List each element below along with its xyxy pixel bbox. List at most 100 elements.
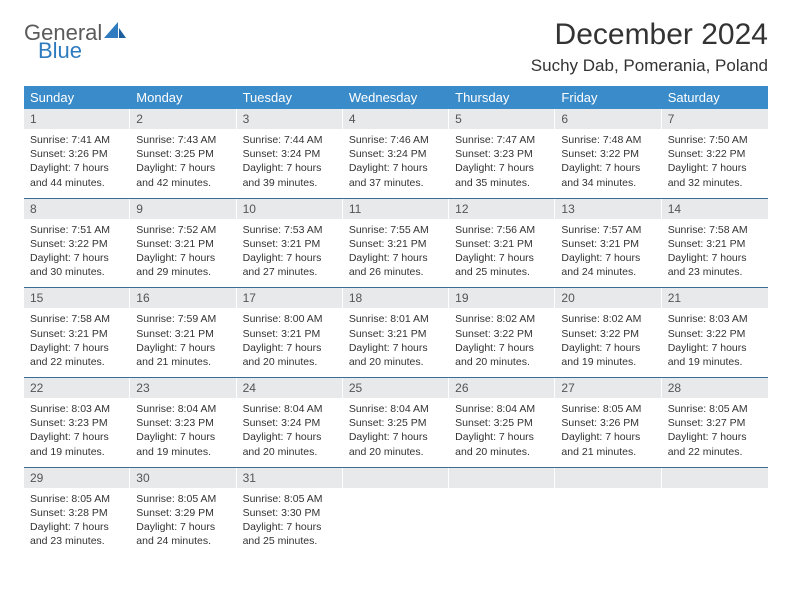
day-cell: Sunrise: 7:46 AMSunset: 3:24 PMDaylight:… (343, 129, 449, 198)
weekday-header: Sunday Monday Tuesday Wednesday Thursday… (24, 86, 768, 109)
daylight-text-2: and 42 minutes. (136, 176, 230, 190)
daylight-text-2: and 19 minutes. (30, 445, 124, 459)
sunset-text: Sunset: 3:24 PM (349, 147, 443, 161)
sunrise-text: Sunrise: 8:05 AM (243, 492, 337, 506)
daylight-text-1: Daylight: 7 hours (455, 430, 549, 444)
daylight-text-1: Daylight: 7 hours (136, 520, 230, 534)
sunrise-text: Sunrise: 8:03 AM (668, 312, 762, 326)
day-number: 26 (449, 378, 555, 398)
daylight-text-1: Daylight: 7 hours (136, 251, 230, 265)
day-cell: Sunrise: 8:03 AMSunset: 3:22 PMDaylight:… (662, 308, 768, 377)
sunrise-text: Sunrise: 8:05 AM (561, 402, 655, 416)
day-cell: Sunrise: 7:50 AMSunset: 3:22 PMDaylight:… (662, 129, 768, 198)
daylight-text-1: Daylight: 7 hours (668, 251, 762, 265)
sunset-text: Sunset: 3:22 PM (30, 237, 124, 251)
sunset-text: Sunset: 3:25 PM (349, 416, 443, 430)
sunrise-text: Sunrise: 7:46 AM (349, 133, 443, 147)
week-daynum-row: 1234567 (24, 109, 768, 129)
weekday-label: Thursday (449, 86, 555, 109)
sunrise-text: Sunrise: 7:44 AM (243, 133, 337, 147)
day-cell: Sunrise: 8:05 AMSunset: 3:28 PMDaylight:… (24, 488, 130, 557)
daylight-text-2: and 35 minutes. (455, 176, 549, 190)
sunset-text: Sunset: 3:21 PM (455, 237, 549, 251)
daylight-text-2: and 20 minutes. (455, 445, 549, 459)
sunrise-text: Sunrise: 8:00 AM (243, 312, 337, 326)
week-content-row: Sunrise: 7:41 AMSunset: 3:26 PMDaylight:… (24, 129, 768, 198)
sunrise-text: Sunrise: 8:05 AM (136, 492, 230, 506)
sunset-text: Sunset: 3:22 PM (561, 327, 655, 341)
day-cell: Sunrise: 7:48 AMSunset: 3:22 PMDaylight:… (555, 129, 661, 198)
sunset-text: Sunset: 3:23 PM (455, 147, 549, 161)
day-cell (449, 488, 555, 557)
daylight-text-2: and 44 minutes. (30, 176, 124, 190)
sunset-text: Sunset: 3:21 PM (349, 327, 443, 341)
sunset-text: Sunset: 3:24 PM (243, 416, 337, 430)
daylight-text-1: Daylight: 7 hours (30, 520, 124, 534)
day-number: 24 (237, 378, 343, 398)
day-number: 25 (343, 378, 449, 398)
day-number (662, 468, 768, 488)
sunset-text: Sunset: 3:23 PM (30, 416, 124, 430)
day-cell: Sunrise: 8:05 AMSunset: 3:30 PMDaylight:… (237, 488, 343, 557)
day-number: 3 (237, 109, 343, 129)
week-daynum-row: 22232425262728 (24, 377, 768, 398)
daylight-text-2: and 20 minutes. (349, 355, 443, 369)
daylight-text-2: and 29 minutes. (136, 265, 230, 279)
daylight-text-2: and 30 minutes. (30, 265, 124, 279)
daylight-text-1: Daylight: 7 hours (349, 430, 443, 444)
day-cell: Sunrise: 7:43 AMSunset: 3:25 PMDaylight:… (130, 129, 236, 198)
daylight-text-1: Daylight: 7 hours (243, 251, 337, 265)
day-number: 31 (237, 468, 343, 488)
week-daynum-row: 293031 (24, 467, 768, 488)
sunset-text: Sunset: 3:22 PM (668, 327, 762, 341)
day-cell: Sunrise: 8:04 AMSunset: 3:25 PMDaylight:… (449, 398, 555, 467)
daylight-text-1: Daylight: 7 hours (136, 341, 230, 355)
daylight-text-1: Daylight: 7 hours (349, 341, 443, 355)
day-number: 23 (130, 378, 236, 398)
sunset-text: Sunset: 3:21 PM (668, 237, 762, 251)
day-number: 2 (130, 109, 236, 129)
weekday-label: Sunday (24, 86, 130, 109)
daylight-text-2: and 19 minutes. (136, 445, 230, 459)
day-cell: Sunrise: 7:58 AMSunset: 3:21 PMDaylight:… (662, 219, 768, 288)
sunrise-text: Sunrise: 7:52 AM (136, 223, 230, 237)
day-number: 29 (24, 468, 130, 488)
daylight-text-2: and 20 minutes. (349, 445, 443, 459)
day-cell: Sunrise: 8:02 AMSunset: 3:22 PMDaylight:… (449, 308, 555, 377)
day-cell: Sunrise: 8:04 AMSunset: 3:23 PMDaylight:… (130, 398, 236, 467)
weekday-label: Tuesday (237, 86, 343, 109)
sunrise-text: Sunrise: 8:05 AM (668, 402, 762, 416)
day-number: 20 (555, 288, 661, 308)
sunrise-text: Sunrise: 8:04 AM (136, 402, 230, 416)
day-number: 16 (130, 288, 236, 308)
daylight-text-2: and 20 minutes. (243, 355, 337, 369)
daylight-text-1: Daylight: 7 hours (30, 161, 124, 175)
week-content-row: Sunrise: 7:58 AMSunset: 3:21 PMDaylight:… (24, 308, 768, 377)
day-number (343, 468, 449, 488)
header: General Blue December 2024 Suchy Dab, Po… (24, 18, 768, 76)
daylight-text-2: and 22 minutes. (30, 355, 124, 369)
weekday-label: Wednesday (343, 86, 449, 109)
sunset-text: Sunset: 3:29 PM (136, 506, 230, 520)
sunrise-text: Sunrise: 7:56 AM (455, 223, 549, 237)
sunrise-text: Sunrise: 8:04 AM (455, 402, 549, 416)
day-number: 14 (662, 199, 768, 219)
sunset-text: Sunset: 3:22 PM (561, 147, 655, 161)
day-cell: Sunrise: 8:04 AMSunset: 3:25 PMDaylight:… (343, 398, 449, 467)
daylight-text-2: and 26 minutes. (349, 265, 443, 279)
day-cell: Sunrise: 8:01 AMSunset: 3:21 PMDaylight:… (343, 308, 449, 377)
day-cell: Sunrise: 8:02 AMSunset: 3:22 PMDaylight:… (555, 308, 661, 377)
day-number (449, 468, 555, 488)
day-number: 7 (662, 109, 768, 129)
calendar: Sunday Monday Tuesday Wednesday Thursday… (24, 86, 768, 556)
sunset-text: Sunset: 3:21 PM (30, 327, 124, 341)
daylight-text-1: Daylight: 7 hours (30, 341, 124, 355)
daylight-text-1: Daylight: 7 hours (243, 520, 337, 534)
sunrise-text: Sunrise: 7:59 AM (136, 312, 230, 326)
day-cell: Sunrise: 8:00 AMSunset: 3:21 PMDaylight:… (237, 308, 343, 377)
daylight-text-2: and 23 minutes. (668, 265, 762, 279)
sunset-text: Sunset: 3:28 PM (30, 506, 124, 520)
sunset-text: Sunset: 3:30 PM (243, 506, 337, 520)
sunrise-text: Sunrise: 7:51 AM (30, 223, 124, 237)
daylight-text-2: and 21 minutes. (136, 355, 230, 369)
